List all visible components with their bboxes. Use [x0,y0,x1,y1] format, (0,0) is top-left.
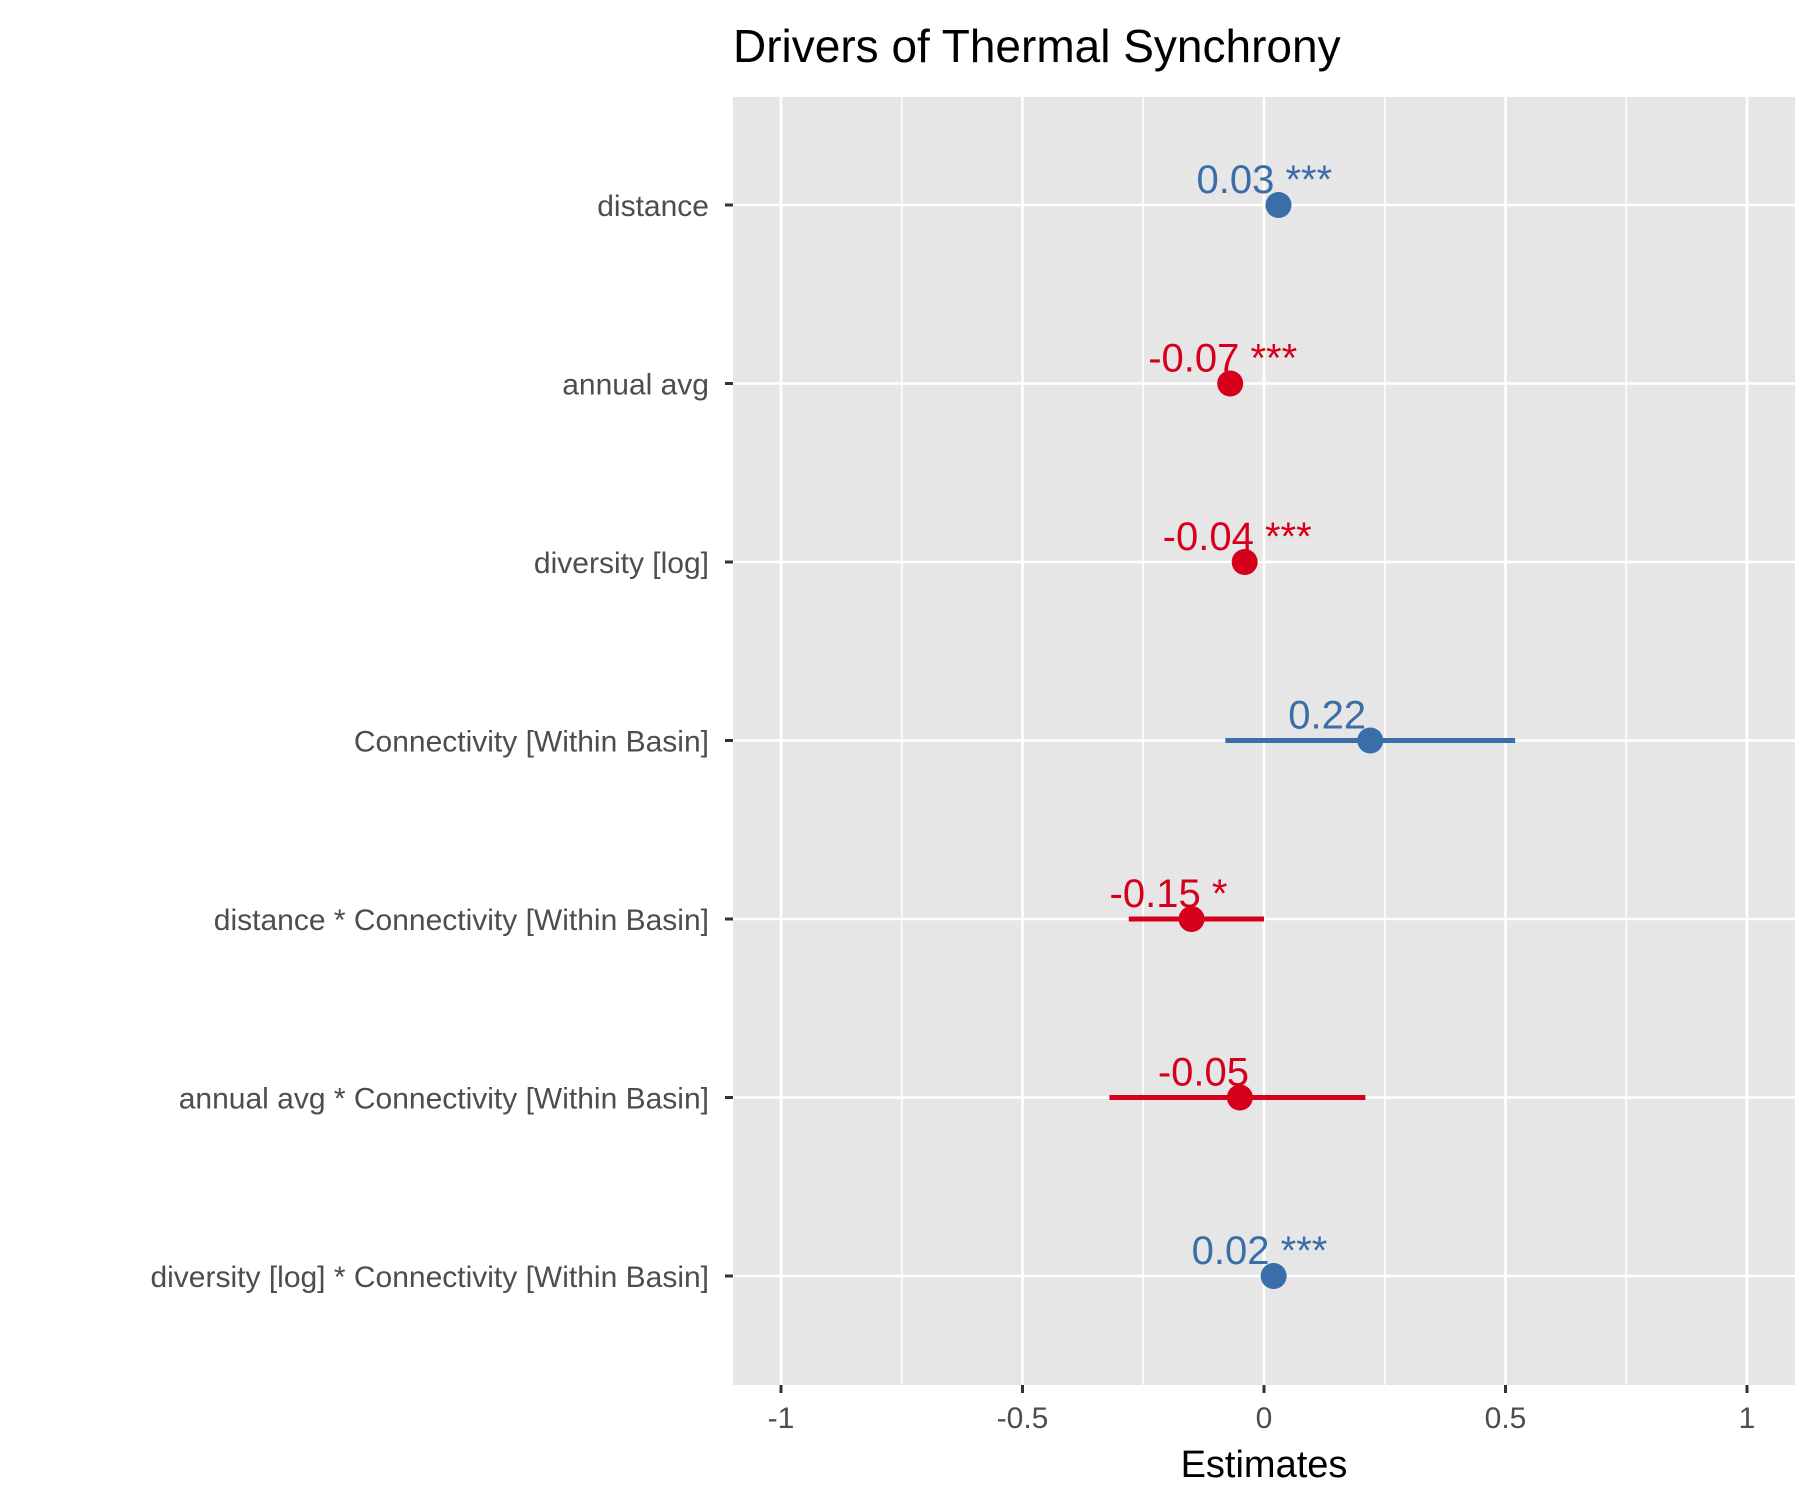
estimate-point [1217,370,1244,397]
y-tick-label: annual avg * Connectivity [Within Basin] [179,1083,709,1116]
estimate-label: -0.15 * [1110,872,1228,916]
x-axis-labels: -1 -0.5 0 0.5 1 [768,1402,1756,1435]
y-axis-labels: distance annual avg diversity [log] Connect… [150,190,709,1294]
y-tick-label: annual avg [562,369,709,402]
chart-title: Drivers of Thermal Synchrony [733,20,1341,72]
estimate-point [1260,1263,1287,1289]
estimate-point [1231,549,1258,575]
estimate-marks: 0.03 *** -0.07 *** -0.04 *** 0.22 -0.15 * -0.… [1109,158,1516,1289]
axis-ticks [725,203,1749,1393]
x-tick-label: -1 [768,1402,795,1435]
y-tick-label: Connectivity [Within Basin] [354,726,709,759]
x-tick-label: 0 [1256,1402,1273,1435]
y-tick-label: distance * Connectivity [Within Basin] [214,904,709,937]
estimate-label: 0.03 *** [1196,158,1332,202]
y-tick-label: distance [597,190,709,223]
x-axis-title: Estimates [1181,1444,1348,1486]
estimate-label: -0.05 [1158,1051,1249,1095]
y-tick-label: diversity [log] [534,547,709,580]
y-tick-label: diversity [log] * Connectivity [Within B… [150,1261,709,1294]
x-tick-label: -0.5 [997,1402,1049,1435]
estimate-point [1265,192,1292,218]
estimate-point [1178,906,1205,932]
estimate-label: -0.04 *** [1163,515,1312,559]
estimate-point [1357,727,1384,754]
estimate-point [1226,1084,1253,1111]
estimate-label: 0.02 *** [1192,1229,1328,1273]
estimate-label: -0.07 *** [1148,337,1297,381]
x-tick-label: 1 [1739,1402,1756,1435]
x-tick-label: 0.5 [1485,1402,1527,1435]
estimate-label: 0.22 [1288,694,1366,738]
